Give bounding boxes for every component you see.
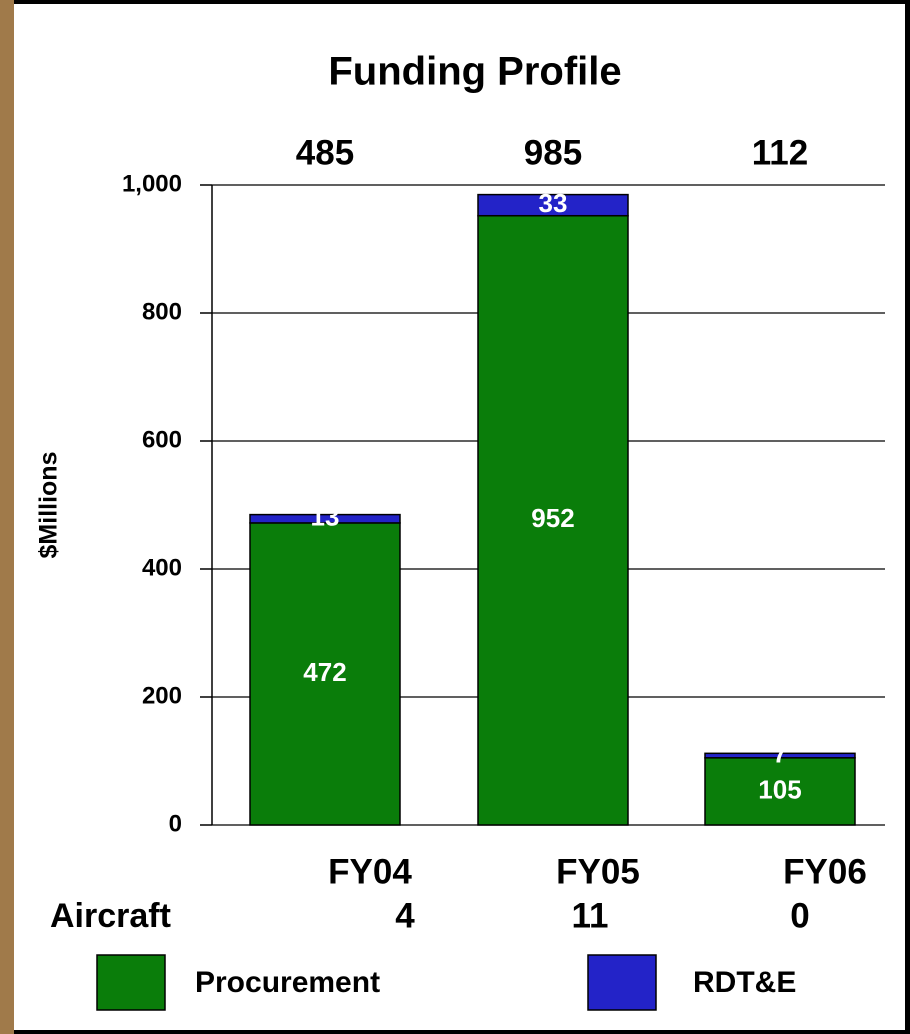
y-tick-label: 0 (169, 810, 182, 837)
total-label: 112 (752, 133, 808, 172)
chart-title: Funding Profile (328, 50, 621, 94)
aircraft-count: 4 (395, 896, 415, 935)
data-label: 472 (303, 657, 346, 687)
y-tick-label: 1,000 (122, 170, 182, 197)
data-label: 952 (531, 503, 574, 533)
legend-swatch (588, 955, 656, 1010)
data-label: 13 (311, 502, 340, 532)
y-tick-label: 400 (142, 554, 182, 581)
y-axis-label: $Millions (35, 452, 63, 559)
total-label: 485 (296, 133, 354, 172)
y-tick-label: 200 (142, 682, 182, 709)
y-tick-label: 600 (142, 426, 182, 453)
y-tick-label: 800 (142, 298, 182, 325)
legend-label: RDT&E (693, 966, 796, 999)
x-tick-label: FY06 (783, 852, 867, 891)
data-label: 33 (539, 188, 568, 218)
background-strip (0, 0, 14, 1034)
legend-label: Procurement (195, 966, 380, 999)
chart: Funding Profile $Millions Aircraft 0 200 4… (0, 0, 910, 1034)
x-tick-label: FY05 (556, 852, 640, 891)
legend-swatch (97, 955, 165, 1010)
aircraft-count: 0 (790, 896, 809, 935)
data-label: 105 (758, 774, 801, 804)
aircraft-count: 11 (572, 896, 609, 935)
x-tick-label: FY04 (328, 852, 412, 891)
data-label: 7 (773, 738, 787, 768)
total-label: 985 (524, 133, 582, 172)
row-label: Aircraft (50, 897, 171, 935)
